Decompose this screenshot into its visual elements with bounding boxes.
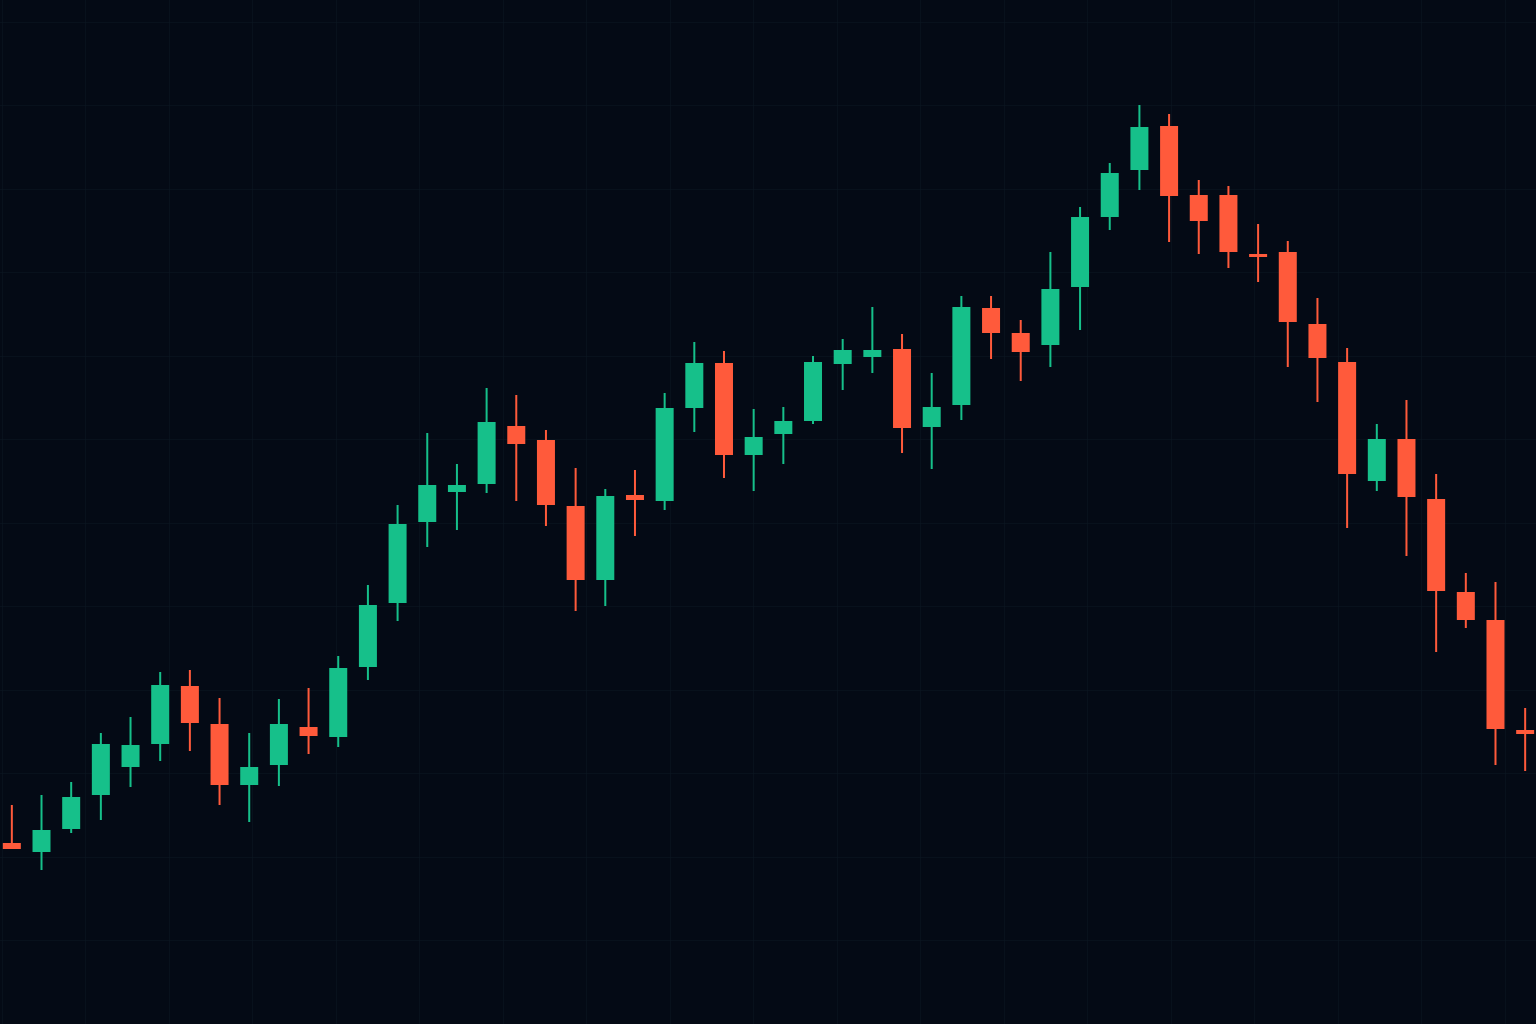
- candle-body: [566, 506, 585, 580]
- candle-body: [2, 843, 21, 849]
- candle-body: [388, 524, 407, 603]
- candle-body: [863, 350, 882, 357]
- candle-body: [447, 485, 466, 492]
- candle-body: [952, 307, 971, 405]
- candle-body: [180, 686, 199, 723]
- candle-body: [1308, 324, 1327, 358]
- candle-body: [32, 830, 51, 852]
- candle-body: [62, 797, 81, 829]
- candle-body: [121, 745, 140, 767]
- candle-body: [1486, 620, 1505, 729]
- candle-body: [982, 308, 1001, 333]
- candle-body: [1456, 592, 1475, 620]
- candle-body: [893, 349, 912, 428]
- candle-body: [240, 767, 259, 785]
- candle-body: [1041, 289, 1060, 345]
- candle-body: [744, 437, 763, 455]
- candle-body: [1011, 333, 1030, 352]
- candle-body: [507, 426, 526, 444]
- candle-body: [655, 408, 674, 501]
- candle-body: [774, 421, 793, 434]
- candle-body: [685, 363, 704, 408]
- candle-body: [1100, 173, 1119, 217]
- candle-body: [1516, 730, 1535, 734]
- candle-body: [1130, 127, 1149, 170]
- candle-body: [1249, 254, 1268, 257]
- candle-body: [833, 350, 852, 364]
- candle-body: [804, 362, 823, 421]
- candle-body: [1338, 362, 1357, 474]
- candle-body: [625, 495, 644, 500]
- candle-body: [329, 668, 348, 737]
- candle-body: [1219, 195, 1238, 252]
- candle-body: [269, 724, 288, 765]
- candle-body: [477, 422, 496, 484]
- candle-body: [358, 605, 377, 667]
- candle-body: [91, 744, 110, 795]
- candle-body: [210, 724, 229, 785]
- candle-body: [922, 407, 941, 427]
- candle-body: [536, 440, 555, 505]
- candle-body: [596, 496, 615, 580]
- candle-body: [1397, 439, 1416, 497]
- candle-body: [151, 685, 170, 744]
- candle-body: [1367, 439, 1386, 481]
- candle-body: [714, 363, 733, 455]
- candle-body: [1160, 126, 1179, 196]
- candle-body: [1278, 252, 1297, 322]
- candle-body: [1427, 499, 1446, 591]
- candle-body: [418, 485, 437, 522]
- candle-body: [1071, 217, 1090, 287]
- candle-body: [299, 727, 318, 736]
- candle-body: [1189, 195, 1208, 221]
